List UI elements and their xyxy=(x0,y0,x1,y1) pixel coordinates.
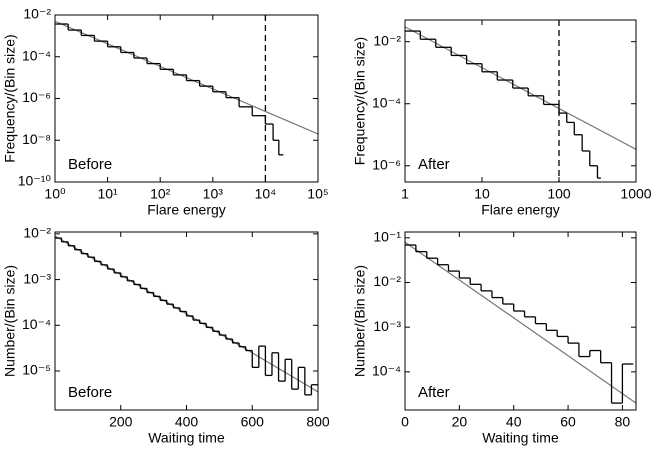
panel: 1 10 100 1000 10⁻⁶ 10⁻⁴ 10⁻² Flare energy Freque… xyxy=(352,19,652,218)
histogram-riser xyxy=(415,245,624,404)
x-axis-label: Flare energy xyxy=(147,202,226,218)
y-tick-label: 10⁻⁵ xyxy=(22,362,51,378)
y-tick-label: 10⁻² xyxy=(23,6,51,22)
annotation: After xyxy=(418,156,450,173)
x-tick-label: 800 xyxy=(306,414,330,430)
x-tick-label: 200 xyxy=(109,414,133,430)
x-tick-label: 400 xyxy=(175,414,199,430)
y-tick-label: 10⁻⁴ xyxy=(372,363,401,379)
x-tick-label: 600 xyxy=(241,414,265,430)
annotation: Before xyxy=(68,156,112,173)
x-tick-label: 100 xyxy=(547,186,571,202)
x-tick-label: 10³ xyxy=(203,186,224,202)
y-tick-label: 10⁻⁴ xyxy=(372,94,401,110)
x-axis-label: Waiting time xyxy=(482,430,559,446)
x-tick-label: 10¹ xyxy=(97,186,118,202)
histogram-riser xyxy=(67,24,280,155)
x-tick-label: 10⁴ xyxy=(255,186,277,202)
y-tick-label: 10⁻¹ xyxy=(373,229,401,245)
y-tick-label: 10⁻² xyxy=(373,273,401,289)
panel: 10⁰ 10¹ 10² 10³ 10⁴ 10⁵ 10⁻¹⁰ 10⁻⁸ 10⁻⁶ 10⁻⁴ 10⁻² F… xyxy=(2,6,329,218)
y-tick-label: 10⁻¹⁰ xyxy=(18,173,52,189)
y-axis-label: Number/(Bin size) xyxy=(2,265,18,377)
y-axis-label: Frequency/(Bin size) xyxy=(352,37,368,165)
y-tick-label: 10⁻⁴ xyxy=(22,316,51,332)
y-tick-label: 10⁻⁶ xyxy=(22,89,51,105)
x-tick-label: 0 xyxy=(401,414,409,430)
x-tick-label: 80 xyxy=(615,414,631,430)
x-tick-label: 40 xyxy=(506,414,522,430)
fit-line xyxy=(405,241,636,404)
annotation: After xyxy=(418,384,450,401)
y-tick-label: 10⁻³ xyxy=(23,270,51,286)
plot-area xyxy=(55,15,318,182)
y-tick-label: 10⁻⁴ xyxy=(22,47,51,63)
x-tick-label: 10⁵ xyxy=(307,186,328,202)
panel: 200 400 600 800 10⁻⁵ 10⁻⁴ 10⁻³ 10⁻² Waiting time… xyxy=(2,225,330,446)
annotation: Before xyxy=(68,384,112,401)
axes-frame xyxy=(404,19,637,183)
y-tick-label: 10⁻² xyxy=(373,32,401,48)
axes-frame xyxy=(404,231,637,411)
plot-area xyxy=(55,235,318,396)
x-axis-label: Flare energy xyxy=(481,202,560,218)
y-tick-label: 10⁻⁶ xyxy=(372,156,401,172)
y-tick-label: 10⁻³ xyxy=(373,318,401,334)
y-axis-label: Frequency/(Bin size) xyxy=(2,34,18,162)
x-tick-label: 10² xyxy=(150,186,171,202)
x-tick-label: 10⁰ xyxy=(44,186,66,202)
y-axis-label: Number/(Bin size) xyxy=(352,265,368,377)
x-tick-label: 1 xyxy=(401,186,409,202)
histogram-riser xyxy=(419,31,599,179)
x-axis-label: Waiting time xyxy=(148,430,225,446)
y-tick-label: 10⁻² xyxy=(23,225,51,241)
plot-area xyxy=(405,241,636,404)
y-tick-label: 10⁻⁸ xyxy=(22,131,51,147)
x-tick-label: 10 xyxy=(474,186,490,202)
x-tick-label: 60 xyxy=(560,414,576,430)
panel: 0 20 40 60 80 10⁻⁴ 10⁻³ 10⁻² 10⁻¹ Waiting time Num… xyxy=(352,229,637,446)
histogram-riser xyxy=(60,238,313,395)
x-tick-label: 1000 xyxy=(620,186,651,202)
plot-area xyxy=(405,20,636,182)
x-tick-label: 20 xyxy=(452,414,468,430)
